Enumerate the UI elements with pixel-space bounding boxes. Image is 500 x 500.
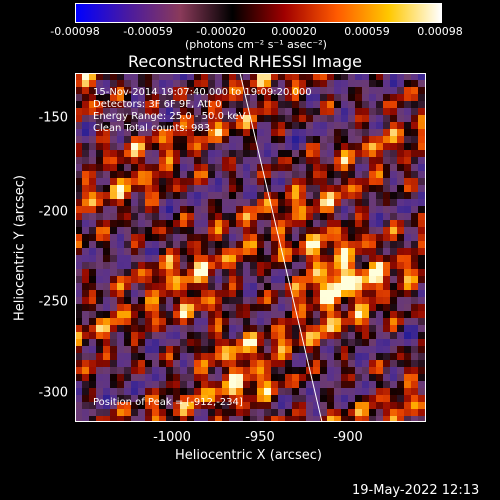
plot-frame — [75, 73, 426, 422]
y-axis-label: Heliocentric Y (arcsec) — [12, 175, 28, 321]
colorbar-tick: 0.00059 — [344, 25, 390, 38]
y-tick-label: -150 — [38, 110, 68, 126]
footer-timestamp: 19-May-2022 12:13 — [352, 483, 480, 498]
detectors-text: Detectors: 3F 6F 9F, Att 0 — [93, 99, 222, 110]
time-range-text: 15-Nov-2014 19:07:40.000 to 19:09:20.000 — [93, 87, 312, 98]
y-tick-label: -200 — [38, 204, 68, 220]
colorbar-tick: -0.00098 — [50, 25, 100, 38]
peak-position-text: Position of Peak = [-912,-234] — [93, 397, 243, 408]
clean-counts-text: Clean Total counts: 983. — [93, 123, 214, 134]
plot-title: Reconstructed RHESSI Image — [128, 52, 362, 71]
y-tick-label: -300 — [38, 385, 68, 401]
x-tick-label: -1000 — [153, 430, 191, 445]
x-axis-label: Heliocentric X (arcsec) — [175, 448, 322, 463]
y-tick-label: -250 — [38, 294, 68, 310]
colorbar-tick: -0.00059 — [123, 25, 173, 38]
x-tick-label: -950 — [245, 430, 275, 445]
colorbar-tick: 0.00020 — [271, 25, 317, 38]
colorbar-unit-label: (photons cm⁻² s⁻¹ asec⁻²) — [185, 38, 327, 51]
rhessi-image — [75, 73, 426, 422]
colorbar-tick: 0.00098 — [417, 25, 463, 38]
x-tick-label: -900 — [333, 430, 363, 445]
solar-limb-line — [239, 73, 323, 422]
energy-range-text: Energy Range: 25.0 - 50.0 keV — [93, 111, 246, 122]
colorbar — [75, 3, 442, 23]
colorbar-tick: -0.00020 — [196, 25, 246, 38]
